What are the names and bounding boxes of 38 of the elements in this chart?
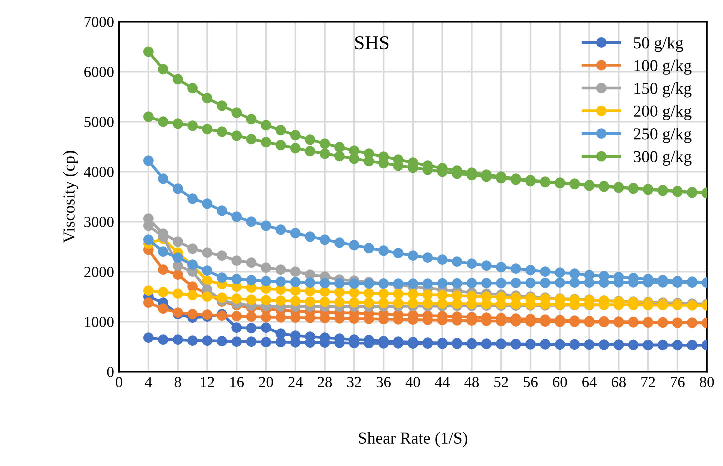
x-tick-label: 64: [582, 377, 597, 388]
y-tick-label: 2000: [84, 267, 114, 278]
x-tick-label: 40: [406, 377, 420, 388]
legend-label: 100 g/kg: [634, 60, 692, 75]
x-tick-label: 20: [259, 377, 274, 388]
legend-label: 150 g/kg: [634, 82, 692, 98]
x-tick-label: 80: [700, 377, 714, 388]
y-tick-label: 4000: [84, 167, 114, 178]
x-tick-label: 72: [642, 377, 656, 388]
x-tick-label: 52: [494, 377, 508, 388]
x-tick-label: 76: [671, 377, 685, 388]
x-tick-label: 56: [524, 377, 538, 388]
x-tick-label: 8: [174, 377, 182, 388]
x-tick-label: 68: [612, 377, 626, 388]
legend-label: 250 g/kg: [634, 128, 692, 144]
y-tick-label: 7000: [84, 17, 114, 28]
x-tick-label: 16: [230, 377, 244, 388]
x-tick-label: 0: [116, 377, 123, 388]
legend-label: 300 g/kg: [634, 150, 692, 166]
legend-label: 50 g/kg: [634, 37, 684, 52]
text: SHS: [356, 36, 389, 50]
x-tick-label: 32: [348, 377, 362, 388]
x-axis-title: Shear Rate (1/S): [359, 432, 468, 448]
y-axis-title: Viscosity (cp): [63, 151, 78, 244]
x-tick-label: 4: [145, 377, 152, 388]
x-tick-label: 60: [553, 377, 568, 388]
x-tick-label: 12: [201, 377, 214, 388]
x-tick-label: 48: [464, 377, 480, 388]
y-tick-label: 0: [107, 367, 114, 378]
y-tick-label: 6000: [84, 67, 114, 78]
y-tick-label: 3000: [84, 217, 114, 228]
x-tick-label: 36: [376, 377, 391, 388]
x-tick-label: 44: [435, 377, 450, 388]
y-tick-label: 1000: [85, 317, 114, 328]
x-tick-label: 28: [318, 377, 332, 388]
x-tick-label: 24: [288, 377, 304, 388]
y-tick-label: 5000: [84, 117, 114, 128]
legend-label: 200 g/kg: [634, 105, 692, 120]
